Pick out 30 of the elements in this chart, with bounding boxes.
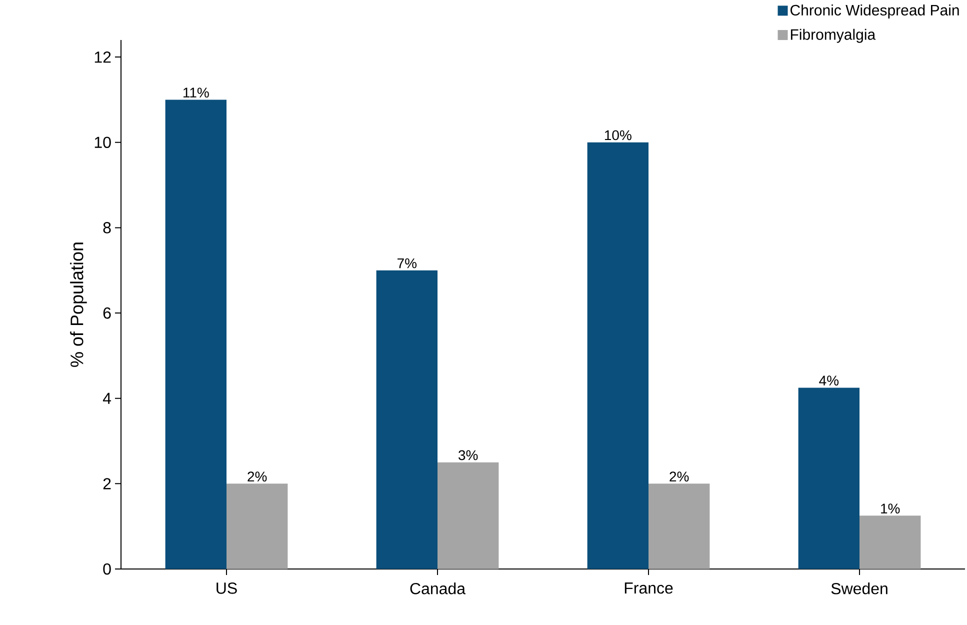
bar bbox=[165, 100, 226, 569]
bar bbox=[648, 484, 710, 569]
legend-label: Fibromyalgia bbox=[790, 28, 876, 43]
data-label: 11% bbox=[183, 88, 209, 98]
y-axis-title: % of Population bbox=[70, 242, 87, 367]
x-tick-label: Canada bbox=[410, 582, 466, 594]
x-tick-label: Sweden bbox=[831, 582, 888, 594]
bar bbox=[376, 270, 438, 569]
y-tick-label: 10 bbox=[94, 136, 111, 148]
data-label: 10% bbox=[604, 130, 632, 140]
bar bbox=[587, 142, 649, 569]
legend-label: Chronic Widespread Pain bbox=[790, 4, 959, 18]
bar bbox=[226, 484, 288, 569]
y-tick-label: 2 bbox=[103, 478, 111, 490]
bar bbox=[860, 516, 921, 569]
data-label: 2% bbox=[248, 472, 267, 482]
bar bbox=[438, 462, 499, 569]
y-tick-label: 0 bbox=[103, 563, 111, 575]
y-tick-label: 4 bbox=[102, 392, 112, 404]
y-tick-label: 12 bbox=[94, 51, 111, 63]
data-label: 3% bbox=[458, 450, 478, 460]
data-label: 2% bbox=[670, 472, 689, 482]
data-label: 1% bbox=[881, 504, 900, 514]
data-label: 4% bbox=[819, 376, 839, 386]
y-tick-label: 8 bbox=[103, 222, 111, 234]
bar bbox=[798, 388, 860, 569]
y-tick-label: 6 bbox=[103, 307, 111, 319]
x-tick-label: US bbox=[216, 582, 237, 594]
x-tick-label: France bbox=[624, 582, 673, 594]
data-label: 7% bbox=[398, 258, 417, 268]
